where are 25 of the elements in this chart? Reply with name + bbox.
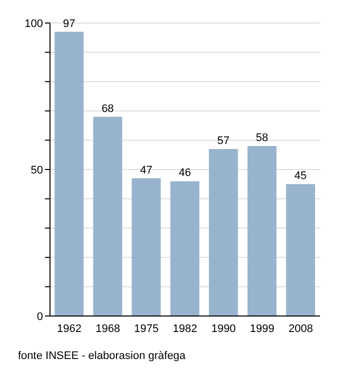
bar bbox=[170, 181, 200, 316]
data-label: 57 bbox=[217, 134, 230, 147]
bar bbox=[286, 184, 316, 316]
data-label: 97 bbox=[63, 18, 76, 30]
data-label: 47 bbox=[140, 164, 152, 176]
x-tick-label: 2008 bbox=[288, 322, 313, 335]
x-tick-label: 1975 bbox=[134, 322, 159, 335]
data-label: 46 bbox=[178, 167, 191, 180]
x-tick-label: 1962 bbox=[57, 322, 82, 335]
x-tick-label: 1968 bbox=[96, 322, 120, 335]
bar bbox=[93, 116, 122, 316]
source-note: fonte INSEE - elaborasion gràfega bbox=[18, 350, 187, 362]
x-tick-label: 1990 bbox=[211, 322, 236, 335]
data-label: 58 bbox=[256, 132, 268, 144]
bar bbox=[54, 32, 84, 316]
y-tick-label: 0 bbox=[36, 310, 43, 323]
bar bbox=[208, 148, 238, 316]
bar bbox=[247, 146, 276, 316]
data-label: 45 bbox=[294, 170, 307, 182]
x-tick-label: 1999 bbox=[250, 322, 274, 335]
y-tick-label: 100 bbox=[24, 18, 43, 30]
x-tick-label: 1982 bbox=[172, 322, 198, 335]
y-tick-label: 50 bbox=[30, 164, 43, 176]
data-label: 68 bbox=[102, 102, 114, 115]
bar bbox=[132, 178, 161, 316]
